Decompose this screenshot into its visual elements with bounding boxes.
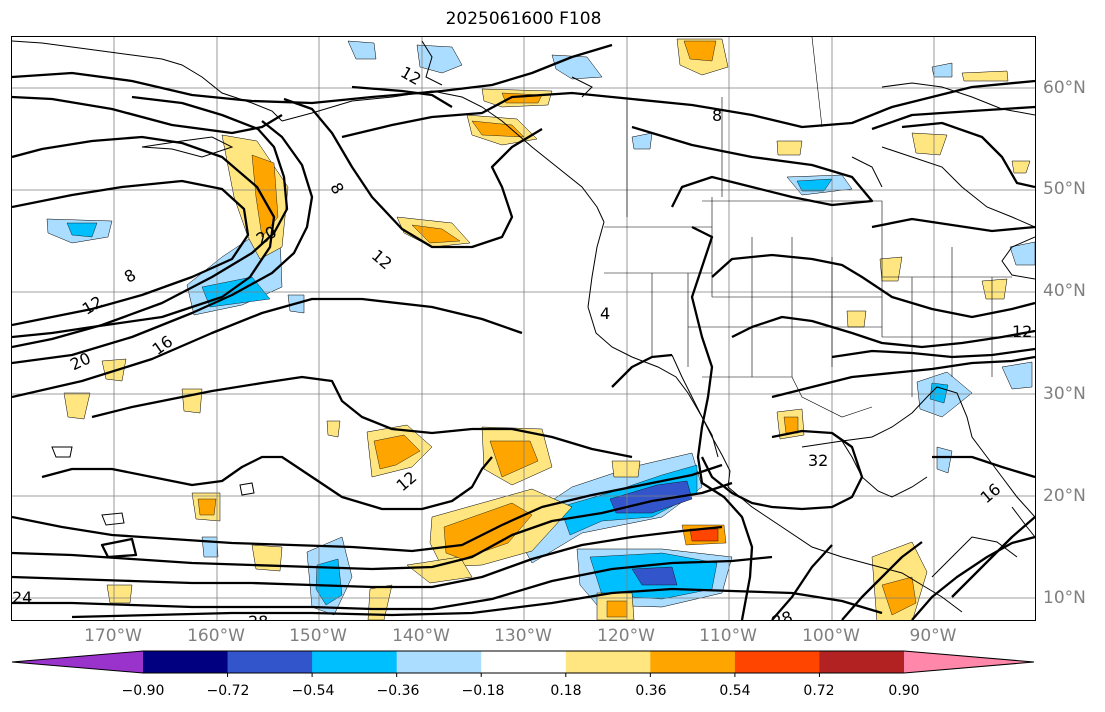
colorbar-tick-label: 0.54 [719, 683, 751, 699]
contour-label: 28 [770, 607, 796, 620]
colorbar-segment [143, 651, 229, 673]
map-canvas: 12 8 8 20 12 8 12 20 16 4 12 32 12 16 24… [12, 37, 1035, 620]
negative-anomaly-strong [66, 178, 949, 606]
colorbar-segment [481, 651, 567, 673]
contour-label: 8 [712, 106, 722, 125]
colorbar-tick-label: −0.18 [461, 683, 505, 699]
longitude-label: 160°W [187, 626, 245, 646]
contour-lines [12, 43, 1035, 620]
graticule [12, 37, 1035, 620]
contour-label: 16 [149, 332, 177, 359]
contour-label: 8 [326, 179, 348, 197]
colorbar-tick-label: 0.90 [888, 683, 920, 699]
colorbar-tick-label: 0.18 [550, 683, 582, 699]
longitude-label: 170°W [84, 626, 142, 646]
colorbar-extension-high [904, 651, 1034, 673]
state-borders [604, 37, 1035, 418]
colorbar-segment [396, 651, 482, 673]
contour-label: 12 [368, 246, 396, 274]
map-frame: 12 8 8 20 12 8 12 20 16 4 12 32 12 16 24… [11, 36, 1036, 621]
latitude-label: 30°N [1043, 384, 1086, 404]
longitude-label: 130°W [494, 626, 552, 646]
coastlines [12, 40, 1035, 613]
contour-label: 16 [977, 479, 1005, 507]
longitude-label: 150°W [289, 626, 347, 646]
colorbar-tick-label: −0.54 [291, 683, 335, 699]
contour-label: 8 [121, 265, 139, 287]
colorbar-segment [650, 651, 736, 673]
latitude-label: 10°N [1043, 588, 1086, 608]
contour-label: 4 [600, 304, 610, 323]
longitude-label: 110°W [699, 626, 757, 646]
longitude-label: 140°W [392, 626, 450, 646]
contour-label: 12 [79, 292, 106, 319]
colorbar-extension-low [12, 651, 143, 673]
contour-label: 24 [12, 588, 32, 607]
positive-anomaly-light [63, 38, 1031, 620]
colorbar-segment [227, 651, 313, 673]
longitude-label: 90°W [909, 626, 957, 646]
colorbar-segment [312, 651, 398, 673]
longitude-label: 120°W [597, 626, 655, 646]
latitude-label: 40°N [1043, 281, 1086, 301]
colorbar-tick-label: −0.72 [206, 683, 250, 699]
contour-label: 12 [393, 467, 421, 495]
longitude-label: 100°W [802, 626, 860, 646]
colorbar-tick-label: 0.36 [635, 683, 667, 699]
colorbar-segment [819, 651, 905, 673]
colorbar-tick-label: 0.72 [803, 683, 835, 699]
contour-label: 12 [1012, 322, 1032, 341]
contour-label: 32 [808, 451, 828, 470]
contour-label: 20 [67, 348, 93, 374]
colorbar-segment [565, 651, 651, 673]
colorbar-tick-label: −0.90 [121, 683, 165, 699]
latitude-label: 20°N [1043, 486, 1086, 506]
colorbar [11, 650, 1035, 677]
colorbar-tick-label: −0.36 [376, 683, 420, 699]
colorbar-outline [11, 650, 1035, 674]
colorbar-segment [734, 651, 820, 673]
map-title: 2025061600 F108 [445, 9, 602, 29]
latitude-label: 50°N [1043, 179, 1086, 199]
contour-label: 28 [248, 612, 268, 620]
latitude-label: 60°N [1043, 78, 1086, 98]
